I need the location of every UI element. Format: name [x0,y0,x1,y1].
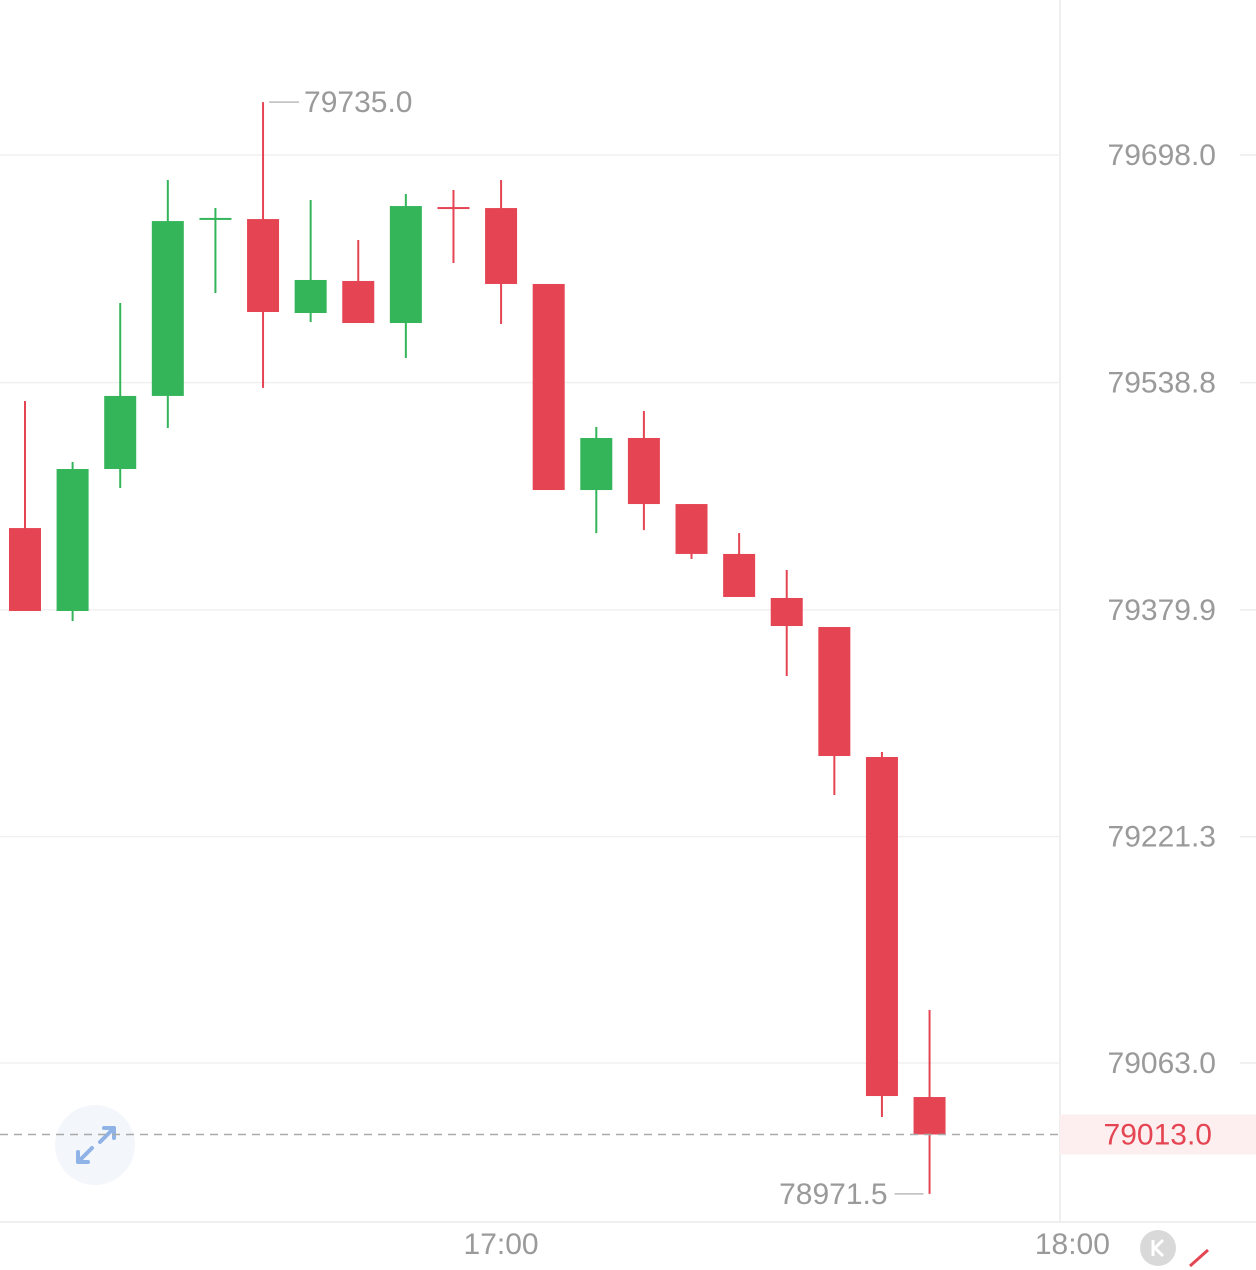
candle-body [437,207,470,210]
expand-button[interactable] [55,1105,135,1185]
candle-body [247,219,280,313]
candle-body [865,756,898,1097]
y-tick-label: 79221.3 [1108,821,1216,854]
kline-button-bg [1140,1230,1176,1266]
max-annotation-label: 79735.0 [304,86,412,119]
candle-body [723,553,756,597]
min-annotation-label: 78971.5 [779,1178,887,1211]
candle-body [389,206,422,324]
last-price-tag [1060,1114,1256,1155]
x-tick-label: 17:00 [464,1228,539,1261]
candle-body [770,597,803,627]
candle-body [8,528,41,611]
y-tick-label: 79538.8 [1108,367,1216,400]
candle-body [627,437,660,505]
draw-tool-icon[interactable] [1189,1248,1209,1268]
y-tick-label: 79698.0 [1108,139,1216,172]
y-tick-label: 79379.9 [1108,594,1216,627]
candle-body [151,221,184,396]
candle-body [913,1097,946,1135]
candle-body [485,208,518,284]
candle-body [56,469,89,611]
x-tick-label: 18:00 [1035,1228,1110,1261]
candle-body [580,437,613,491]
kline-button[interactable] [1140,1230,1176,1266]
candle-body [199,217,232,220]
candle-body [818,627,851,756]
expand-button-bg [55,1105,135,1185]
candle-body [104,395,137,470]
candle-body [294,279,327,314]
last-price-label: 79013.0 [1104,1118,1212,1151]
candle-body [675,504,708,554]
y-tick-label: 79063.0 [1108,1047,1216,1080]
candle-body [532,283,565,491]
candle-body [342,280,375,324]
expand-icon [76,1126,116,1164]
kline-icon [1151,1238,1165,1258]
